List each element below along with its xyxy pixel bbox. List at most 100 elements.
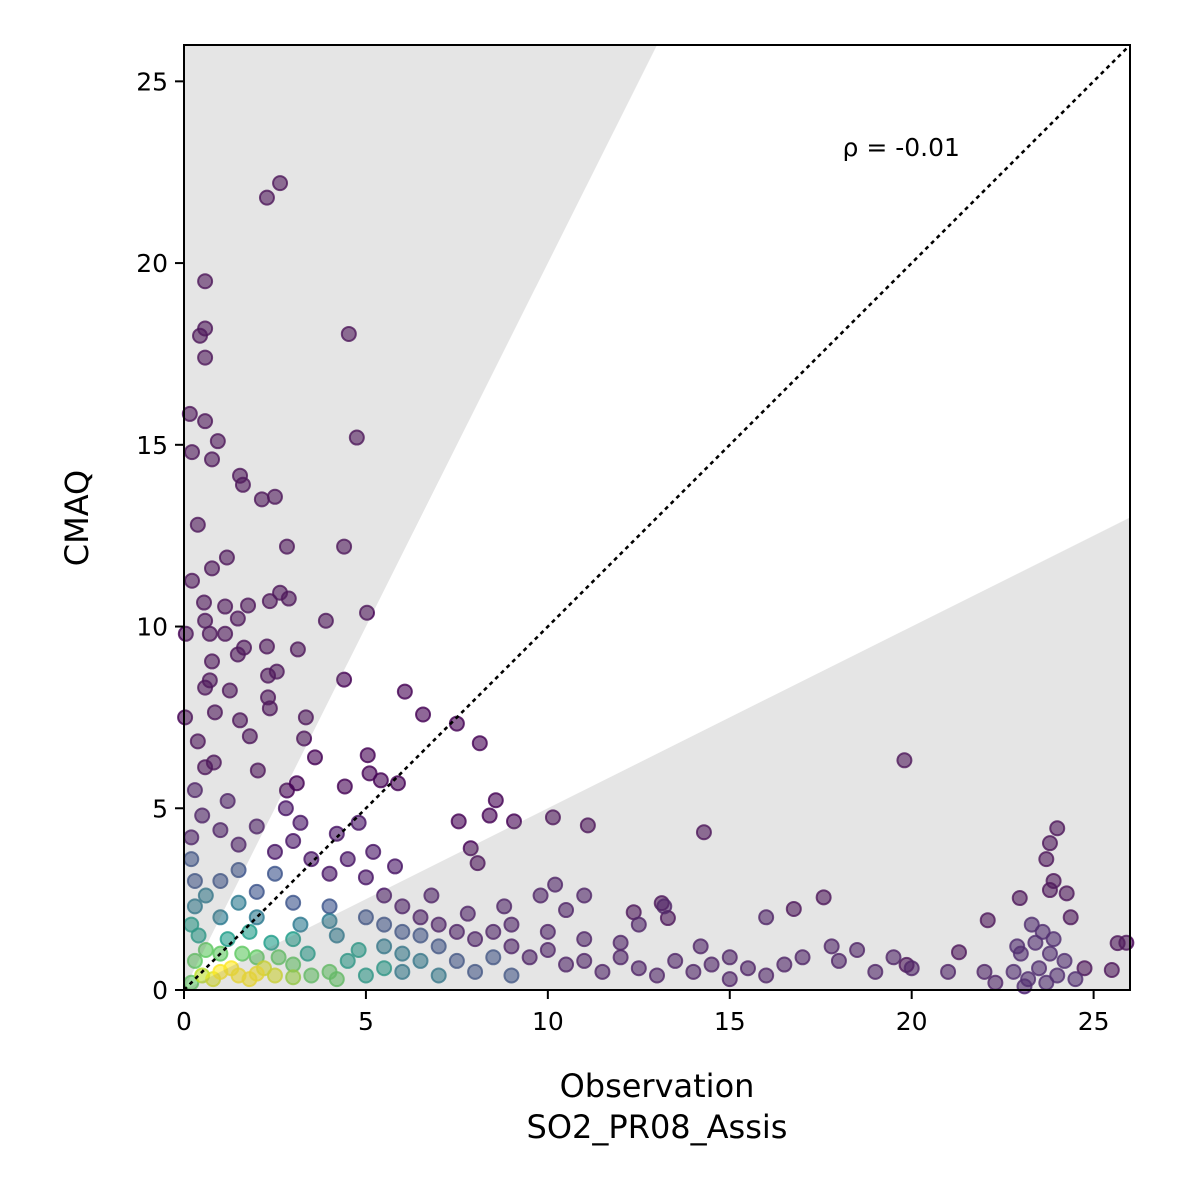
- data-point: [350, 942, 367, 959]
- data-point: [340, 325, 357, 342]
- data-point: [197, 413, 214, 430]
- data-point: [285, 832, 302, 849]
- data-point: [412, 909, 429, 926]
- x-tick-label: 0: [176, 1007, 192, 1036]
- data-point: [372, 772, 389, 789]
- data-point: [387, 858, 404, 875]
- data-point: [299, 945, 316, 962]
- data-point: [221, 682, 238, 699]
- data-point: [376, 916, 393, 933]
- data-point: [506, 813, 523, 830]
- data-point: [896, 752, 913, 769]
- data-point: [186, 782, 203, 799]
- data-point: [448, 923, 465, 940]
- data-point: [357, 967, 374, 984]
- data-point: [289, 641, 306, 658]
- data-point: [197, 759, 214, 776]
- data-point: [1049, 967, 1066, 984]
- data-point: [339, 952, 356, 969]
- data-point: [190, 927, 207, 944]
- data-point: [261, 593, 278, 610]
- data-point: [361, 765, 378, 782]
- data-point: [248, 883, 265, 900]
- data-point: [467, 963, 484, 980]
- y-tick-label: 25: [136, 67, 168, 96]
- x-axis-sublabel: SO2_PR08_Assis: [527, 1108, 788, 1146]
- data-point: [469, 855, 486, 872]
- data-point: [1041, 882, 1058, 899]
- data-point: [357, 869, 374, 886]
- data-point: [266, 865, 283, 882]
- correlation-annotation: ρ = -0.01: [843, 133, 960, 162]
- data-point: [357, 909, 374, 926]
- data-point: [903, 960, 920, 977]
- data-point: [219, 931, 236, 948]
- data-point: [940, 963, 957, 980]
- data-point: [184, 444, 201, 461]
- data-point: [867, 963, 884, 980]
- data-point: [885, 949, 902, 966]
- data-point: [278, 538, 295, 555]
- data-point: [1027, 934, 1044, 951]
- y-tick-label: 15: [136, 431, 168, 460]
- data-point: [950, 944, 967, 961]
- data-point: [240, 597, 257, 614]
- data-point: [212, 909, 229, 926]
- data-point: [758, 909, 775, 926]
- factor2-shading: [184, 45, 1130, 990]
- data-point: [303, 851, 320, 868]
- data-point: [277, 800, 294, 817]
- data-point: [394, 963, 411, 980]
- data-point: [1031, 960, 1048, 977]
- data-point: [1067, 971, 1084, 988]
- data-point: [815, 889, 832, 906]
- data-point: [336, 778, 353, 795]
- data-point: [503, 916, 520, 933]
- x-tick-label: 5: [358, 1007, 374, 1036]
- data-point: [241, 728, 258, 745]
- data-point: [823, 938, 840, 955]
- data-point: [503, 967, 520, 984]
- x-tick-label: 20: [896, 1007, 928, 1036]
- data-point: [412, 952, 429, 969]
- data-point: [292, 916, 309, 933]
- data-point: [248, 818, 265, 835]
- data-point: [1023, 916, 1040, 933]
- data-point: [321, 865, 338, 882]
- data-point: [189, 733, 206, 750]
- data-point: [258, 189, 275, 206]
- data-point: [232, 712, 249, 729]
- data-point: [204, 560, 221, 577]
- data-point: [594, 963, 611, 980]
- data-point: [204, 653, 221, 670]
- data-point: [467, 931, 484, 948]
- data-point: [186, 898, 203, 915]
- data-point: [177, 709, 194, 726]
- data-point: [212, 872, 229, 889]
- data-point: [266, 843, 283, 860]
- data-point: [241, 923, 258, 940]
- data-point: [348, 429, 365, 446]
- data-point: [317, 612, 334, 629]
- data-point: [656, 898, 673, 915]
- data-point: [539, 923, 556, 940]
- data-point: [258, 638, 275, 655]
- data-point: [1045, 931, 1062, 948]
- data-point: [365, 843, 382, 860]
- data-point: [481, 807, 498, 824]
- data-point: [197, 273, 214, 290]
- data-point: [721, 949, 738, 966]
- data-point: [667, 952, 684, 969]
- points-layer: [177, 175, 1135, 995]
- data-point: [558, 956, 575, 973]
- y-axis-label: CMAQ: [58, 470, 96, 566]
- data-point: [450, 813, 467, 830]
- data-point: [503, 938, 520, 955]
- data-point: [376, 960, 393, 977]
- data-point: [785, 900, 802, 917]
- data-point: [212, 822, 229, 839]
- data-point: [448, 952, 465, 969]
- data-point: [197, 679, 214, 696]
- y-axis-ticks: 0 5 10 15 20 25: [136, 67, 184, 1005]
